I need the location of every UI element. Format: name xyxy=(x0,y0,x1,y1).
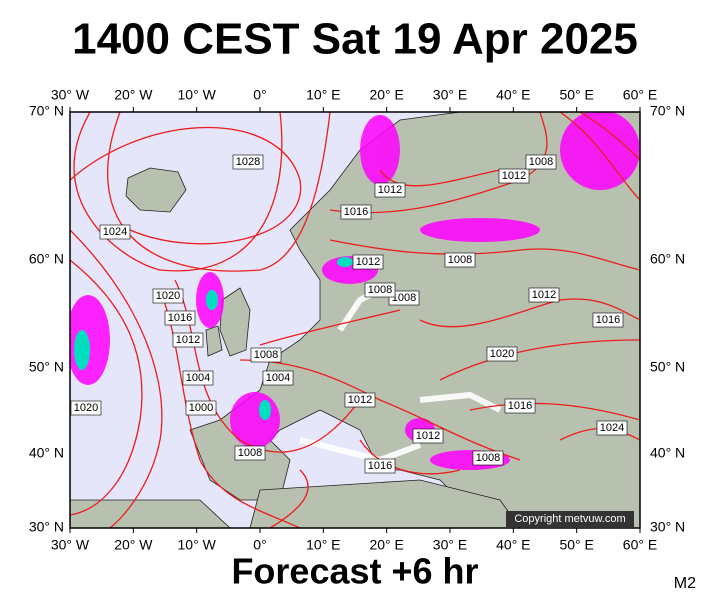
longitude-label: 0° xyxy=(253,537,266,553)
longitude-label: 60° E xyxy=(623,537,657,553)
axes: 30° W 30° W 20° W 20° W 10° W 10° W 0° 0° 10° E 1… xyxy=(29,87,685,553)
longitude-label: 20° E xyxy=(369,87,403,103)
longitude-label: 0° xyxy=(253,87,266,103)
isobar-label-box xyxy=(234,445,266,461)
subtitle: Forecast +6 hr xyxy=(231,551,478,592)
longitude-label: 30° W xyxy=(51,537,90,553)
longitude-label: 10° W xyxy=(178,537,217,553)
isobar-label: 1012 xyxy=(378,184,402,196)
latitude-label: 40° N xyxy=(650,445,685,461)
isobar-label: 1000 xyxy=(189,402,213,414)
isobar-label: 1008 xyxy=(392,292,416,304)
isobar-label-box xyxy=(486,346,518,362)
isobar-label: 1020 xyxy=(74,402,98,414)
isobar-label-box xyxy=(525,154,557,170)
isobar-label-box xyxy=(185,400,217,416)
isobar-label-box xyxy=(344,392,376,408)
isobar-label-box xyxy=(232,154,264,170)
latitude-label: 50° N xyxy=(29,359,64,375)
isobar-label-box xyxy=(374,182,406,198)
isobar-label-box xyxy=(364,458,396,474)
copyright-box xyxy=(506,511,634,527)
isobar-label-box xyxy=(364,282,396,298)
isobar-label-box xyxy=(596,420,628,436)
isobar-label: 1020 xyxy=(490,348,514,360)
map-area: 1028102410201016101210041000100810081004… xyxy=(70,112,640,528)
map-frame xyxy=(69,111,641,529)
isobar-label-box xyxy=(250,347,282,363)
isobar-label: 1012 xyxy=(416,430,440,442)
isobar-label: 1016 xyxy=(168,312,192,324)
isobar-label: 1028 xyxy=(236,156,260,168)
isobar-label-box xyxy=(262,370,294,386)
latitude-label: 50° N xyxy=(650,359,685,375)
isobar-label-box xyxy=(472,450,504,466)
longitude-label: 40° E xyxy=(496,537,530,553)
isobar-label-box xyxy=(528,287,560,303)
isobar-label: 1008 xyxy=(448,254,472,266)
latitude-label: 70° N xyxy=(29,103,64,119)
isobar-label: 1008 xyxy=(238,447,262,459)
model-label: M2 xyxy=(674,575,696,592)
isobar-label-box xyxy=(592,312,624,328)
longitude-label: 60° E xyxy=(623,87,657,103)
latitude-label: 30° N xyxy=(650,519,685,535)
isobar-label-box xyxy=(340,204,372,220)
latitude-label: 30° N xyxy=(29,519,64,535)
isobar-label: 1012 xyxy=(348,394,372,406)
isobar-label: 1004 xyxy=(186,372,210,384)
title: 1400 CEST Sat 19 Apr 2025 xyxy=(72,15,638,64)
isobar-label: 1024 xyxy=(600,422,624,434)
isobar-labels: 1028102410201016101210041000100810081004… xyxy=(70,154,628,474)
isobar-label: 1008 xyxy=(529,156,553,168)
isobar-label: 1012 xyxy=(176,334,200,346)
isobar-label-box xyxy=(70,400,102,416)
latitude-label: 70° N xyxy=(650,103,685,119)
longitude-label: 30° E xyxy=(433,87,467,103)
latitude-label: 60° N xyxy=(29,251,64,267)
isobar-label: 1004 xyxy=(266,372,290,384)
isobar-label-box xyxy=(172,332,204,348)
isobar-label: 1012 xyxy=(356,256,380,268)
isobar-label-box xyxy=(99,224,131,240)
isobar-label-box xyxy=(412,428,444,444)
isobar-label: 1012 xyxy=(502,170,526,182)
isobar-label: 1020 xyxy=(156,290,180,302)
isobar-label: 1016 xyxy=(368,460,392,472)
latitude-label: 60° N xyxy=(650,251,685,267)
isobar-label: 1016 xyxy=(596,314,620,326)
longitude-label: 30° W xyxy=(51,87,90,103)
latitude-label: 40° N xyxy=(29,445,64,461)
isobar-label-box xyxy=(164,310,196,326)
isobar-label: 1012 xyxy=(532,289,556,301)
copyright: Copyright metvuw.com xyxy=(514,513,625,525)
isobar-label: 1016 xyxy=(508,400,532,412)
isobar-label: 1024 xyxy=(103,226,127,238)
longitude-label: 10° W xyxy=(178,87,217,103)
longitude-label: 50° E xyxy=(559,537,593,553)
isobar-label-box xyxy=(182,370,214,386)
isobar-label: 1008 xyxy=(368,284,392,296)
longitude-label: 40° E xyxy=(496,87,530,103)
isobar-label-box xyxy=(352,254,384,270)
longitude-label: 30° E xyxy=(433,537,467,553)
longitude-label: 10° E xyxy=(306,537,340,553)
isobar-label-box xyxy=(444,252,476,268)
isobar-label-box xyxy=(152,288,184,304)
isobar-label-box xyxy=(498,168,530,184)
isobar-label: 1008 xyxy=(254,349,278,361)
isobar-label: 1016 xyxy=(344,206,368,218)
longitude-label: 20° E xyxy=(369,537,403,553)
isobar-label: 1008 xyxy=(476,452,500,464)
isobar-label-box xyxy=(504,398,536,414)
longitude-label: 20° W xyxy=(114,87,153,103)
longitude-label: 20° W xyxy=(114,537,153,553)
isobar-label-box xyxy=(388,290,420,306)
isobars xyxy=(70,112,640,528)
land xyxy=(70,112,640,528)
longitude-label: 10° E xyxy=(306,87,340,103)
heavy-precipitation xyxy=(74,257,353,420)
longitude-label: 50° E xyxy=(559,87,593,103)
